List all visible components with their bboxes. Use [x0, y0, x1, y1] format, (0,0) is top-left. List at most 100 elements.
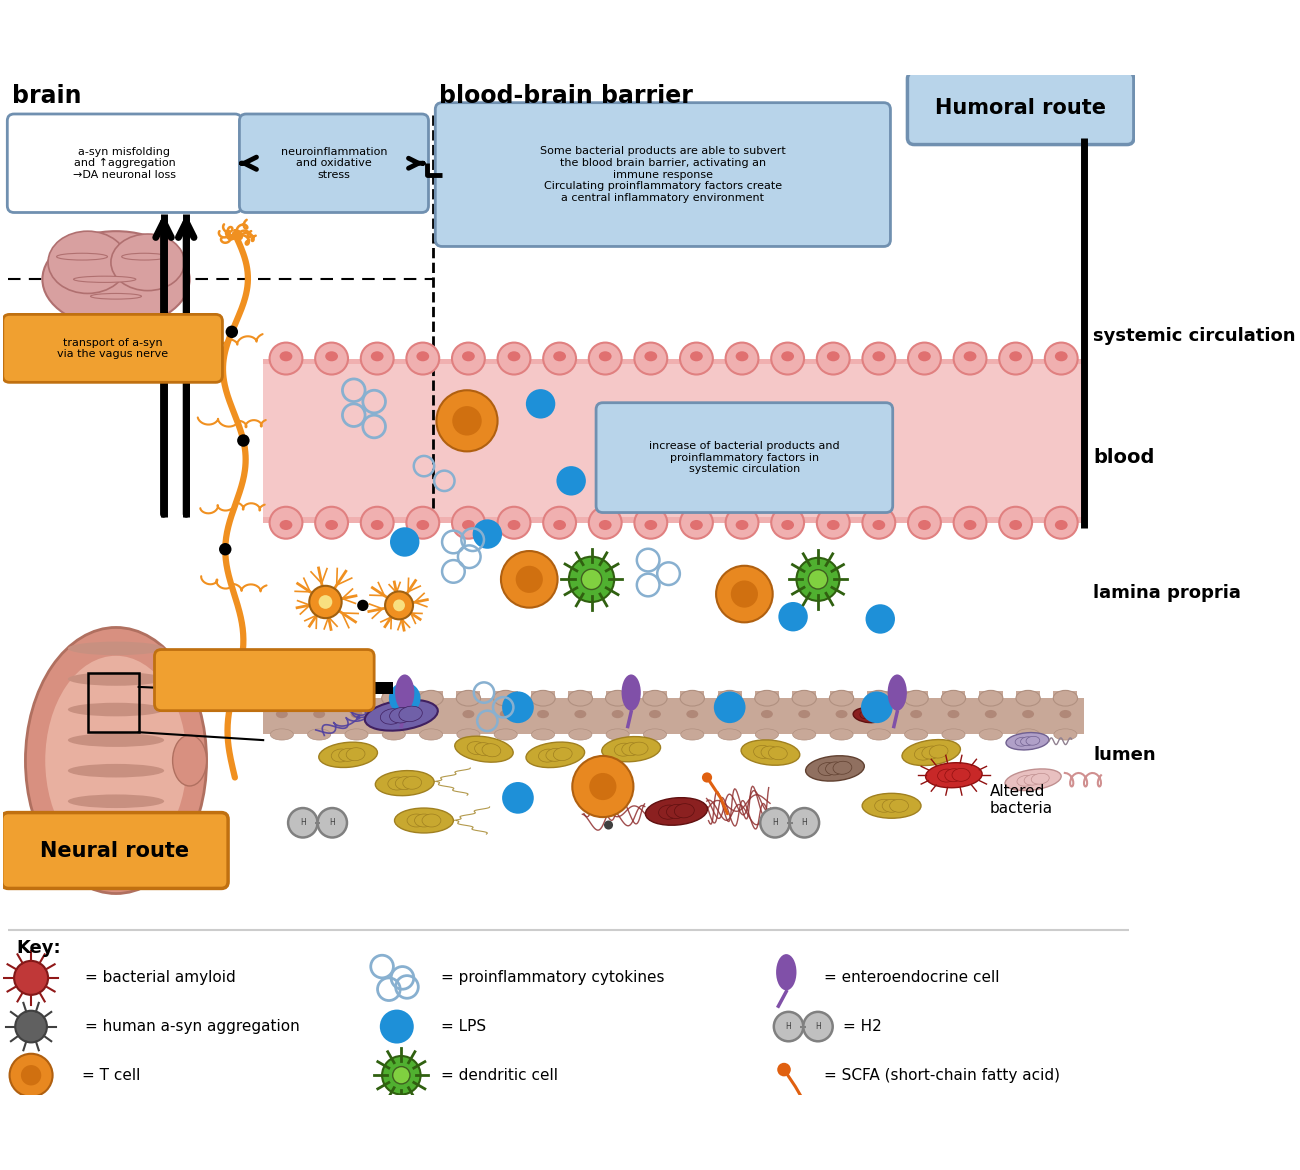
Bar: [307, 691, 332, 735]
Ellipse shape: [606, 729, 629, 741]
Ellipse shape: [1053, 690, 1078, 706]
Ellipse shape: [827, 351, 840, 362]
Ellipse shape: [792, 690, 816, 706]
Circle shape: [385, 591, 413, 619]
Text: = enteroendocrine cell: = enteroendocrine cell: [824, 970, 1000, 985]
Ellipse shape: [741, 739, 799, 765]
Ellipse shape: [681, 729, 703, 741]
Ellipse shape: [325, 351, 338, 362]
Ellipse shape: [1020, 737, 1035, 745]
Ellipse shape: [910, 710, 922, 718]
FancyBboxPatch shape: [597, 402, 893, 512]
Ellipse shape: [318, 742, 377, 768]
Ellipse shape: [482, 744, 500, 757]
Ellipse shape: [905, 729, 928, 741]
Ellipse shape: [868, 711, 878, 720]
Ellipse shape: [816, 507, 850, 538]
Bar: [456, 691, 480, 735]
Ellipse shape: [415, 814, 433, 827]
Ellipse shape: [46, 655, 187, 866]
Ellipse shape: [768, 746, 788, 759]
Bar: [568, 691, 593, 735]
Ellipse shape: [344, 690, 369, 706]
Ellipse shape: [1054, 729, 1076, 741]
Ellipse shape: [269, 690, 294, 706]
Text: transport of a-syn
via the vagus nerve: transport of a-syn via the vagus nerve: [57, 338, 168, 359]
Ellipse shape: [568, 690, 593, 706]
Circle shape: [237, 434, 250, 447]
Ellipse shape: [543, 507, 576, 538]
Bar: [344, 691, 368, 735]
Ellipse shape: [862, 793, 920, 818]
Ellipse shape: [771, 343, 805, 374]
Bar: [867, 691, 890, 735]
Ellipse shape: [370, 351, 383, 362]
Ellipse shape: [416, 351, 429, 362]
Bar: [941, 691, 966, 735]
Ellipse shape: [546, 749, 564, 762]
Ellipse shape: [537, 710, 549, 718]
Ellipse shape: [755, 729, 779, 741]
Ellipse shape: [659, 805, 679, 819]
Circle shape: [358, 600, 368, 611]
Ellipse shape: [686, 710, 698, 718]
Ellipse shape: [68, 703, 164, 716]
Ellipse shape: [387, 710, 400, 718]
Circle shape: [516, 566, 543, 593]
Text: = bacterial amyloid: = bacterial amyloid: [86, 970, 237, 985]
Ellipse shape: [403, 776, 421, 790]
Ellipse shape: [407, 343, 439, 374]
Ellipse shape: [760, 746, 780, 759]
Ellipse shape: [361, 343, 394, 374]
Circle shape: [226, 325, 238, 338]
Ellipse shape: [382, 729, 406, 741]
Ellipse shape: [111, 234, 185, 290]
Ellipse shape: [1054, 519, 1067, 530]
Ellipse shape: [918, 519, 931, 530]
Ellipse shape: [680, 507, 712, 538]
Ellipse shape: [74, 276, 135, 282]
Ellipse shape: [755, 690, 779, 706]
Ellipse shape: [416, 519, 429, 530]
Ellipse shape: [68, 855, 164, 869]
Ellipse shape: [649, 710, 660, 718]
Ellipse shape: [315, 343, 348, 374]
Ellipse shape: [645, 798, 707, 825]
Ellipse shape: [675, 804, 694, 818]
Text: H: H: [772, 818, 777, 827]
Ellipse shape: [667, 804, 686, 819]
Ellipse shape: [829, 729, 853, 741]
Ellipse shape: [422, 814, 441, 827]
Text: increase of bacterial products and
proinflammatory factors in
systemic circulati: increase of bacterial products and proin…: [649, 441, 840, 474]
Circle shape: [9, 1054, 52, 1096]
Bar: [905, 691, 928, 735]
Text: Some bacterial products are able to subvert
the blood brain barrier, activating : Some bacterial products are able to subv…: [540, 146, 785, 202]
Circle shape: [803, 1012, 833, 1041]
Ellipse shape: [645, 351, 658, 362]
Ellipse shape: [452, 507, 485, 538]
Circle shape: [777, 1062, 790, 1076]
Bar: [263, 698, 1084, 735]
Ellipse shape: [930, 745, 948, 758]
Ellipse shape: [836, 710, 848, 718]
FancyBboxPatch shape: [907, 73, 1134, 145]
Circle shape: [731, 580, 758, 607]
Circle shape: [389, 682, 421, 714]
Circle shape: [702, 772, 712, 783]
Ellipse shape: [526, 742, 585, 768]
Ellipse shape: [313, 710, 325, 718]
Ellipse shape: [554, 519, 566, 530]
Ellipse shape: [621, 674, 641, 710]
Text: brain: brain: [12, 84, 82, 108]
Ellipse shape: [793, 729, 816, 741]
Ellipse shape: [615, 743, 633, 756]
Ellipse shape: [395, 777, 415, 790]
Ellipse shape: [907, 507, 941, 538]
Circle shape: [581, 569, 602, 590]
Ellipse shape: [690, 519, 703, 530]
Ellipse shape: [399, 707, 422, 722]
Ellipse shape: [867, 729, 890, 741]
Ellipse shape: [922, 746, 941, 759]
Ellipse shape: [867, 690, 890, 706]
Ellipse shape: [718, 729, 741, 741]
